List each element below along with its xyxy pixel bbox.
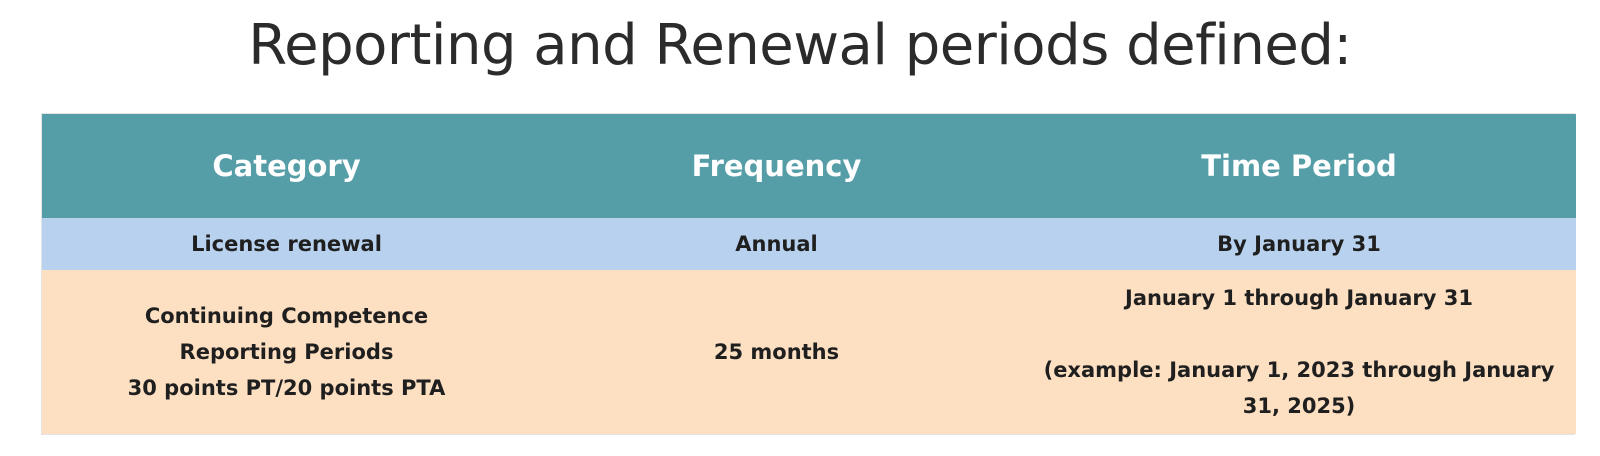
table-row: License renewal Annual By January 31 — [42, 218, 1576, 270]
cell-time-period: January 1 through January 31 (example: J… — [1022, 270, 1576, 434]
page-title: Reporting and Renewal periods defined: — [248, 13, 1352, 78]
cell-category-text: License renewal — [191, 232, 382, 256]
cell-category: License renewal — [42, 218, 531, 270]
cell-time-period-text: By January 31 — [1217, 232, 1381, 256]
cell-time-period: By January 31 — [1022, 218, 1576, 270]
periods-table-grid: Category Frequency Time Period License r… — [42, 114, 1576, 434]
line-spacer — [1036, 316, 1562, 352]
cell-category-points: 30 points PT/20 points PTA — [127, 376, 446, 400]
cell-frequency: 25 months — [713, 340, 840, 364]
cell-time-period-text: January 1 through January 31 — [1125, 286, 1473, 310]
header-category: Category — [212, 149, 361, 183]
cell-frequency: Annual — [735, 232, 818, 256]
table-row: Continuing Competence Reporting Periods … — [42, 270, 1576, 434]
cell-category-text: Continuing Competence Reporting Periods — [144, 304, 429, 364]
header-time-period: Time Period — [1201, 149, 1397, 183]
periods-table: Category Frequency Time Period License r… — [41, 113, 1576, 435]
cell-time-period-example: (example: January 1, 2023 through Januar… — [1043, 358, 1555, 418]
cell-category: Continuing Competence Reporting Periods … — [42, 270, 531, 434]
header-frequency: Frequency — [691, 149, 862, 183]
table-header-row: Category Frequency Time Period — [42, 114, 1576, 218]
